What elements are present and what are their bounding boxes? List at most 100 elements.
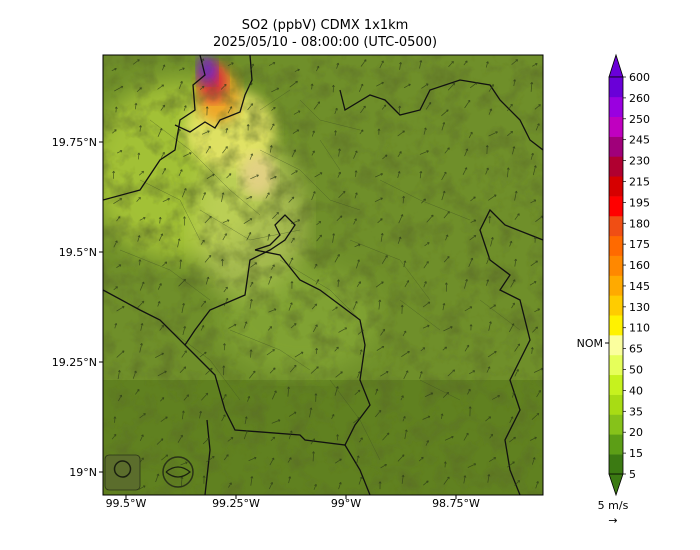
wind-arrow	[356, 259, 360, 269]
wind-arrow	[137, 300, 145, 309]
wind-arrow	[490, 237, 494, 247]
wind-arrow	[181, 350, 187, 358]
wind-arrow	[246, 124, 250, 131]
wind-arrow	[399, 61, 402, 70]
wind-arrow	[536, 389, 541, 398]
wind-arrow	[243, 218, 253, 224]
wind-arrow	[469, 234, 477, 241]
wind-arrow	[177, 434, 183, 443]
wind-arrow	[183, 105, 187, 111]
wind-arrow	[382, 432, 390, 441]
wind-arrow	[485, 61, 489, 68]
colorbar-segment	[609, 275, 623, 296]
wind-arrow	[227, 437, 234, 442]
wind-arrow	[140, 323, 144, 331]
wind-arrow	[401, 474, 405, 484]
wind-arrow	[487, 474, 491, 483]
colorbar-level-label: 35	[629, 405, 643, 418]
wind-arrow	[112, 129, 117, 134]
wind-arrow	[311, 303, 318, 310]
wind-arrow	[310, 366, 319, 374]
wind-arrow	[402, 330, 407, 337]
lon-label-98-75: 98.75°W	[432, 497, 480, 510]
lat-label-19-75: 19.75°N	[52, 136, 97, 149]
wind-arrow	[158, 233, 164, 242]
wind-arrow	[200, 300, 207, 307]
wind-arrow	[199, 85, 205, 90]
wind-arrow	[223, 454, 229, 461]
wind-arrow	[489, 457, 497, 462]
wind-arrow	[137, 152, 141, 160]
wind-arrow	[205, 367, 213, 375]
wind-arrow	[116, 350, 125, 358]
wind-arrow	[157, 283, 162, 290]
wind-arrow	[464, 344, 470, 352]
wind-arrow	[441, 122, 446, 131]
wind-arrow	[532, 326, 538, 333]
wind-arrow	[357, 371, 361, 378]
wind-arrow	[222, 393, 227, 400]
wind-arrow	[356, 455, 360, 465]
wind-arrow	[268, 308, 277, 313]
wind-arrow	[271, 87, 280, 93]
wind-arrow	[201, 192, 207, 201]
lat-label-19: 19°N	[69, 466, 97, 479]
wind-arrow	[535, 123, 540, 131]
wind-arrow	[404, 280, 410, 288]
wind-arrow	[225, 127, 229, 134]
wind-arrow	[314, 393, 318, 402]
wind-arrow	[270, 436, 276, 442]
wind-arrow	[532, 165, 537, 176]
colorbar-level-label: 160	[629, 259, 650, 272]
colorbar-segment	[609, 77, 623, 98]
wind-arrow	[376, 345, 385, 351]
boundary-east	[479, 208, 543, 495]
wind-arrow	[509, 240, 513, 247]
wind-arrow	[268, 482, 273, 490]
wind-arrow	[199, 410, 203, 419]
wind-arrow	[267, 233, 271, 241]
wind-arrow	[375, 281, 384, 288]
wind-arrow	[139, 217, 146, 221]
wind-arrow	[441, 171, 447, 181]
wind-arrow	[290, 219, 301, 225]
wind-arrow	[375, 173, 383, 178]
wind-arrow	[139, 413, 146, 419]
wind-arrow	[201, 130, 210, 135]
wind-arrow	[486, 279, 490, 286]
wind-arrow	[291, 149, 297, 158]
wind-arrow	[338, 190, 346, 198]
wind-arrow	[132, 370, 137, 379]
wind-vectors	[111, 58, 543, 490]
wind-arrow	[464, 99, 471, 109]
wind-arrow	[508, 436, 516, 443]
wind-arrow	[157, 84, 165, 90]
wind-arrow	[314, 263, 318, 269]
wind-arrow	[443, 256, 450, 263]
wind-arrow	[160, 104, 166, 111]
wind-arrow	[352, 301, 358, 310]
wind-arrow	[221, 192, 225, 203]
municipal-boundaries	[119, 89, 521, 461]
wind-arrow	[250, 262, 258, 268]
wind-arrow	[223, 297, 229, 307]
wind-arrow	[250, 476, 254, 486]
wind-arrow	[135, 388, 140, 395]
wind-arrow	[249, 370, 256, 379]
wind-arrow	[181, 410, 185, 420]
wind-arrow	[444, 282, 448, 292]
wind-arrow	[113, 198, 123, 204]
wind-arrow	[377, 218, 383, 224]
wind-arrow	[139, 125, 142, 132]
wind-arrow	[139, 434, 144, 442]
wind-arrow	[113, 286, 118, 291]
wind-arrow	[422, 301, 431, 308]
wind-arrow	[357, 329, 364, 335]
wind-arrow	[463, 60, 468, 66]
wind-arrow	[183, 216, 186, 226]
wind-arrow	[289, 364, 297, 373]
wind-arrow	[507, 130, 514, 137]
wind-arrow	[312, 451, 316, 462]
wind-arrow	[136, 196, 141, 202]
wind-arrow	[514, 343, 521, 352]
